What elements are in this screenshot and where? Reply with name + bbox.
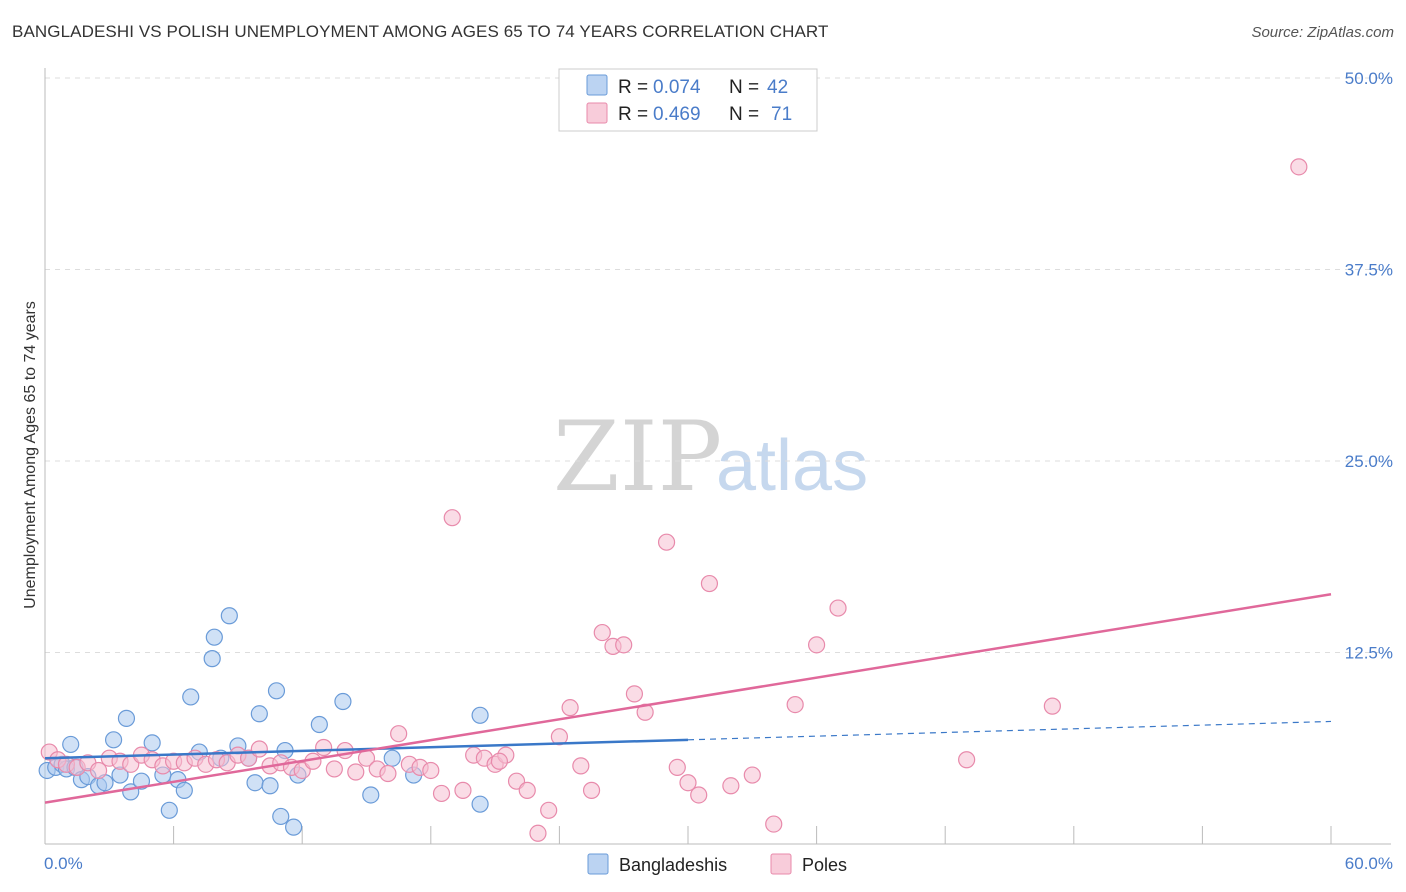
point-poles-32 bbox=[379, 764, 397, 783]
point-poles-57 bbox=[657, 533, 676, 551]
point-bangladeshis-32 bbox=[272, 807, 290, 826]
point-poles-71 bbox=[807, 636, 826, 654]
point-bangladeshis-42 bbox=[471, 706, 489, 724]
point-poles-5 bbox=[89, 761, 108, 780]
trend-lines bbox=[44, 593, 1332, 804]
point-bangladeshis-36 bbox=[310, 715, 328, 734]
point-bangladeshis-15 bbox=[143, 734, 161, 752]
point-poles-58 bbox=[679, 774, 697, 792]
point-poles-46 bbox=[529, 824, 547, 842]
legend-n-label-1: N = bbox=[729, 77, 759, 98]
tick-labels: 12.5% 25.0% 37.5% 50.0% 0.0% 60.0% bbox=[44, 69, 1393, 873]
legend-r-value-2: 0.469 bbox=[653, 104, 701, 125]
point-poles-48 bbox=[550, 728, 569, 746]
watermark-zip: ZIP bbox=[553, 401, 722, 513]
series-bangladeshis-points bbox=[38, 607, 489, 836]
point-poles-50 bbox=[572, 757, 590, 775]
point-poles-69 bbox=[668, 758, 686, 777]
point-bangladeshis-29 bbox=[250, 705, 268, 723]
axes bbox=[44, 68, 1391, 845]
legend-n-label-2: N = bbox=[729, 104, 759, 125]
bottom-legend-label-bangladeshis: Bangladeshis bbox=[619, 855, 727, 875]
point-bangladeshis-25 bbox=[220, 607, 238, 625]
point-bangladeshis-22 bbox=[203, 650, 221, 668]
trend-line-bangladeshis bbox=[44, 738, 689, 760]
point-poles-52 bbox=[593, 623, 611, 642]
point-bangladeshis-12 bbox=[117, 709, 136, 727]
legend-swatch-blue bbox=[586, 74, 608, 96]
y-axis-label: Unemployment Among Ages 65 to 74 years bbox=[22, 301, 39, 609]
legend-n-value-1: 42 bbox=[767, 77, 788, 98]
point-poles-51 bbox=[582, 781, 601, 799]
point-poles-55 bbox=[625, 685, 644, 703]
watermark-atlas: atlas bbox=[716, 426, 868, 506]
point-bangladeshis-31 bbox=[267, 682, 286, 700]
point-bangladeshis-37 bbox=[334, 692, 352, 711]
point-poles-26 bbox=[315, 738, 333, 757]
point-poles-39 bbox=[454, 781, 472, 799]
point-poles-64 bbox=[786, 695, 804, 714]
point-bangladeshis-23 bbox=[205, 628, 223, 646]
point-poles-66 bbox=[958, 751, 976, 769]
point-poles-67 bbox=[1043, 697, 1061, 715]
point-poles-59 bbox=[690, 786, 708, 804]
point-bangladeshis-19 bbox=[175, 781, 193, 799]
point-poles-70 bbox=[490, 752, 508, 770]
point-bangladeshis-20 bbox=[182, 688, 200, 706]
point-bangladeshis-38 bbox=[362, 786, 380, 804]
point-bangladeshis-17 bbox=[160, 801, 178, 819]
point-poles-65 bbox=[829, 599, 847, 617]
chart-title: BANGLADESHI VS POLISH UNEMPLOYMENT AMONG… bbox=[12, 22, 829, 41]
legend-r-value-1: 0.074 bbox=[653, 77, 701, 98]
legend: R = 0.074 N = 42 R = 0.469 N = 71 bbox=[558, 68, 818, 132]
point-poles-27 bbox=[325, 760, 343, 778]
grid-lines bbox=[45, 77, 1391, 653]
point-poles-61 bbox=[722, 777, 740, 795]
trend-line-poles bbox=[44, 593, 1332, 804]
point-bangladeshis-10 bbox=[104, 731, 123, 749]
legend-r-label-2: R = bbox=[618, 104, 648, 125]
legend-n-value-2: 71 bbox=[771, 104, 792, 125]
x-tick-label-1: 60.0% bbox=[1345, 854, 1393, 873]
x-tick-label-0: 0.0% bbox=[44, 854, 83, 873]
point-poles-49 bbox=[561, 699, 579, 717]
bottom-legend-swatch-poles bbox=[770, 853, 792, 875]
point-poles-29 bbox=[347, 763, 365, 781]
point-bangladeshis-41 bbox=[471, 795, 489, 813]
point-poles-62 bbox=[743, 766, 761, 784]
legend-r-label-1: R = bbox=[618, 77, 648, 98]
y-tick-label-0: 12.5% bbox=[1345, 644, 1393, 663]
y-tick-label-1: 25.0% bbox=[1345, 452, 1393, 471]
point-bangladeshis-39 bbox=[383, 749, 401, 767]
point-poles-37 bbox=[432, 784, 451, 803]
bottom-legend: Bangladeshis Poles bbox=[587, 853, 847, 875]
point-poles-36 bbox=[422, 761, 440, 780]
point-poles-54 bbox=[615, 636, 633, 654]
point-bangladeshis-30 bbox=[261, 777, 279, 795]
y-tick-label-3: 50.0% bbox=[1345, 69, 1393, 88]
point-poles-60 bbox=[700, 574, 719, 593]
point-poles-47 bbox=[540, 801, 558, 819]
point-poles-33 bbox=[390, 725, 408, 743]
y-tick-label-2: 37.5% bbox=[1345, 261, 1393, 280]
point-poles-68 bbox=[1290, 158, 1308, 176]
point-poles-63 bbox=[765, 815, 783, 833]
trend-line-bangladeshis-extension bbox=[687, 720, 1332, 741]
bottom-legend-label-poles: Poles bbox=[802, 855, 847, 875]
point-poles-38 bbox=[443, 509, 461, 527]
chart-source: Source: ZipAtlas.com bbox=[1251, 24, 1394, 41]
point-bangladeshis-28 bbox=[246, 774, 264, 792]
point-poles-45 bbox=[518, 781, 536, 799]
point-bangladeshis-34 bbox=[285, 818, 303, 836]
point-poles-20 bbox=[250, 740, 268, 758]
watermark: ZIP atlas bbox=[553, 401, 868, 513]
legend-swatch-pink bbox=[586, 102, 608, 124]
bottom-legend-swatch-bangladeshis bbox=[587, 853, 609, 875]
point-bangladeshis-4 bbox=[62, 735, 80, 754]
